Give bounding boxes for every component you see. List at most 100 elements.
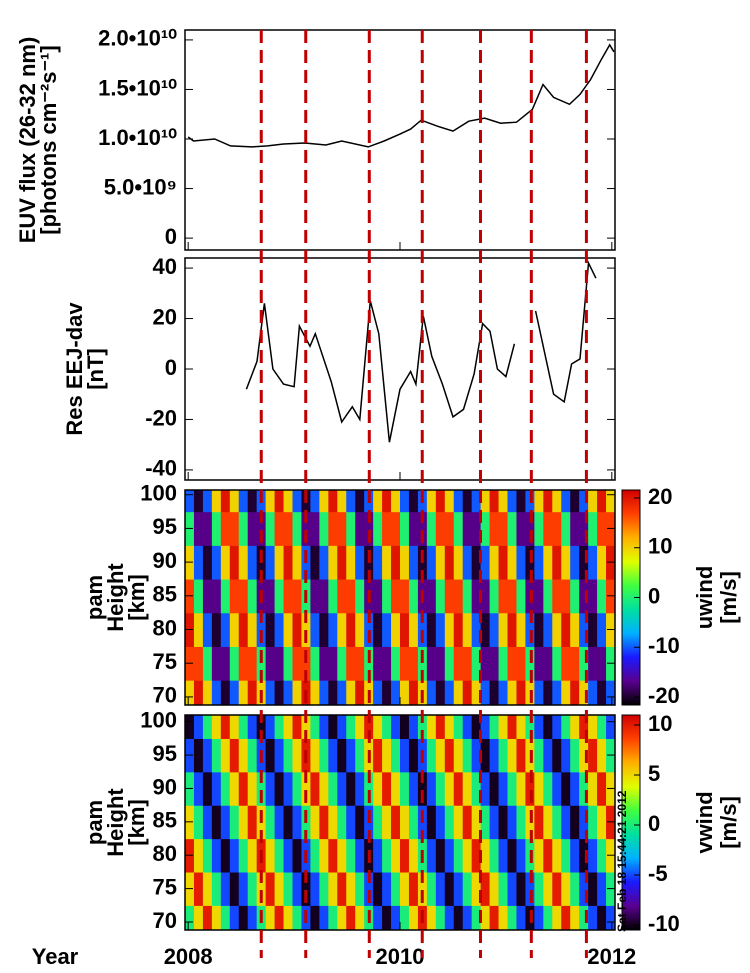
heatmap-cell <box>489 490 500 513</box>
heatmap-cell <box>400 612 410 647</box>
heatmap-cell <box>202 805 213 840</box>
heatmap-cell <box>265 871 276 906</box>
heatmap-cell <box>588 511 598 546</box>
heatmap-cell <box>426 545 437 580</box>
heatmap-cell <box>534 545 544 580</box>
heatmap-cell <box>373 905 383 930</box>
heatmap-cell <box>220 511 231 546</box>
x-tick-label: 2008 <box>164 944 213 969</box>
heatmap-cell <box>185 905 195 930</box>
y-axis-label: [photons cm⁻²s⁻¹] <box>36 45 61 234</box>
heatmap-cell <box>202 715 213 739</box>
heatmap-cell <box>453 715 464 739</box>
heatmap-cell <box>408 838 419 873</box>
heatmap-cell <box>202 612 213 647</box>
heatmap-cell <box>588 646 598 681</box>
heatmap-cell <box>507 715 518 739</box>
heatmap-cell <box>400 715 410 739</box>
heatmap-cell <box>588 905 598 930</box>
heatmap-cell <box>247 646 258 681</box>
heatmap-cell <box>256 715 267 739</box>
heatmap-cell <box>435 490 446 513</box>
heatmap-cell <box>480 511 491 546</box>
heatmap-cell <box>283 771 294 806</box>
heatmap-cell <box>337 771 347 806</box>
heatmap-cell <box>525 612 535 647</box>
heatmap-cell <box>516 612 527 647</box>
heatmap-cell <box>274 646 285 681</box>
heatmap-cell <box>453 578 464 614</box>
heatmap-cell <box>382 545 392 580</box>
heatmap-cell <box>292 738 303 773</box>
y-tick-label: 2.0•10¹⁰ <box>98 26 177 51</box>
heatmap-cell <box>373 871 383 906</box>
x-tick-label: 2010 <box>376 944 425 969</box>
colorbar-label: [m/s] <box>716 571 741 624</box>
heatmap-cell <box>400 490 410 513</box>
heatmap-cell <box>453 905 464 930</box>
heatmap-cell <box>453 838 464 873</box>
heatmap-cell <box>597 905 607 930</box>
heatmap-cell <box>355 771 365 806</box>
heatmap-cell <box>489 871 500 906</box>
heatmap-cell <box>462 771 473 806</box>
heatmap-cell <box>579 738 589 773</box>
heatmap-cell <box>337 738 347 773</box>
heatmap-cell <box>364 871 374 906</box>
heatmap-cell <box>328 680 338 705</box>
heatmap-cell <box>498 838 509 873</box>
heatmap-cell <box>480 871 491 906</box>
heatmap-cell <box>211 715 222 739</box>
heatmap-cell <box>310 905 320 930</box>
heatmap-cell <box>238 578 249 614</box>
heatmap-cell <box>220 646 231 681</box>
heatmap-cell <box>561 612 571 647</box>
heatmap-cell <box>346 738 356 773</box>
heatmap-cell <box>570 738 580 773</box>
heatmap-cell <box>400 680 410 705</box>
heatmap-cell <box>229 715 240 739</box>
y-tick-label: 70 <box>153 908 177 933</box>
heatmap-cell <box>444 490 455 513</box>
heatmap-cell <box>570 805 580 840</box>
heatmap-cell <box>543 646 553 681</box>
heatmap-cell <box>274 680 285 705</box>
heatmap-cell <box>570 612 580 647</box>
heatmap-cell <box>453 805 464 840</box>
heatmap-cell <box>238 905 249 930</box>
heatmap-cell <box>597 490 607 513</box>
heatmap-cell <box>247 838 258 873</box>
heatmap-cell <box>283 871 294 906</box>
heatmap-cell <box>408 646 419 681</box>
heatmap-cell <box>579 871 589 906</box>
colorbar-tick-label: 5 <box>648 761 660 786</box>
heatmap-cell <box>247 715 258 739</box>
heatmap-cell <box>391 612 401 647</box>
heatmap-cell <box>435 771 446 806</box>
heatmap-cell <box>185 680 195 705</box>
heatmap-cell <box>579 838 589 873</box>
heatmap-cell <box>283 715 294 739</box>
heatmap-cell <box>211 490 222 513</box>
heatmap-cell <box>426 646 437 681</box>
heatmap-cell <box>426 738 437 773</box>
heatmap-cell <box>292 578 303 614</box>
heatmap-cell <box>462 805 473 840</box>
heatmap-cell <box>220 545 231 580</box>
heatmap-cell <box>211 612 222 647</box>
timestamp: Sat Feb 18 15:44:21 2012 <box>615 790 629 932</box>
heatmap-cell <box>507 805 518 840</box>
heatmap-cell <box>247 490 258 513</box>
heatmap-cell <box>588 838 598 873</box>
colorbar-tick-label: 0 <box>648 583 660 608</box>
heatmap-cell <box>579 680 589 705</box>
y-tick-label: 75 <box>153 874 177 899</box>
heatmap-cell <box>265 738 276 773</box>
heatmap-cell <box>507 738 518 773</box>
heatmap-cell <box>382 612 392 647</box>
heatmap-cell <box>310 578 320 614</box>
y-axis-label: [km] <box>124 799 149 845</box>
y-tick-label: 95 <box>153 514 177 539</box>
heatmap-cell <box>444 905 455 930</box>
y-tick-label: 20 <box>153 304 177 329</box>
